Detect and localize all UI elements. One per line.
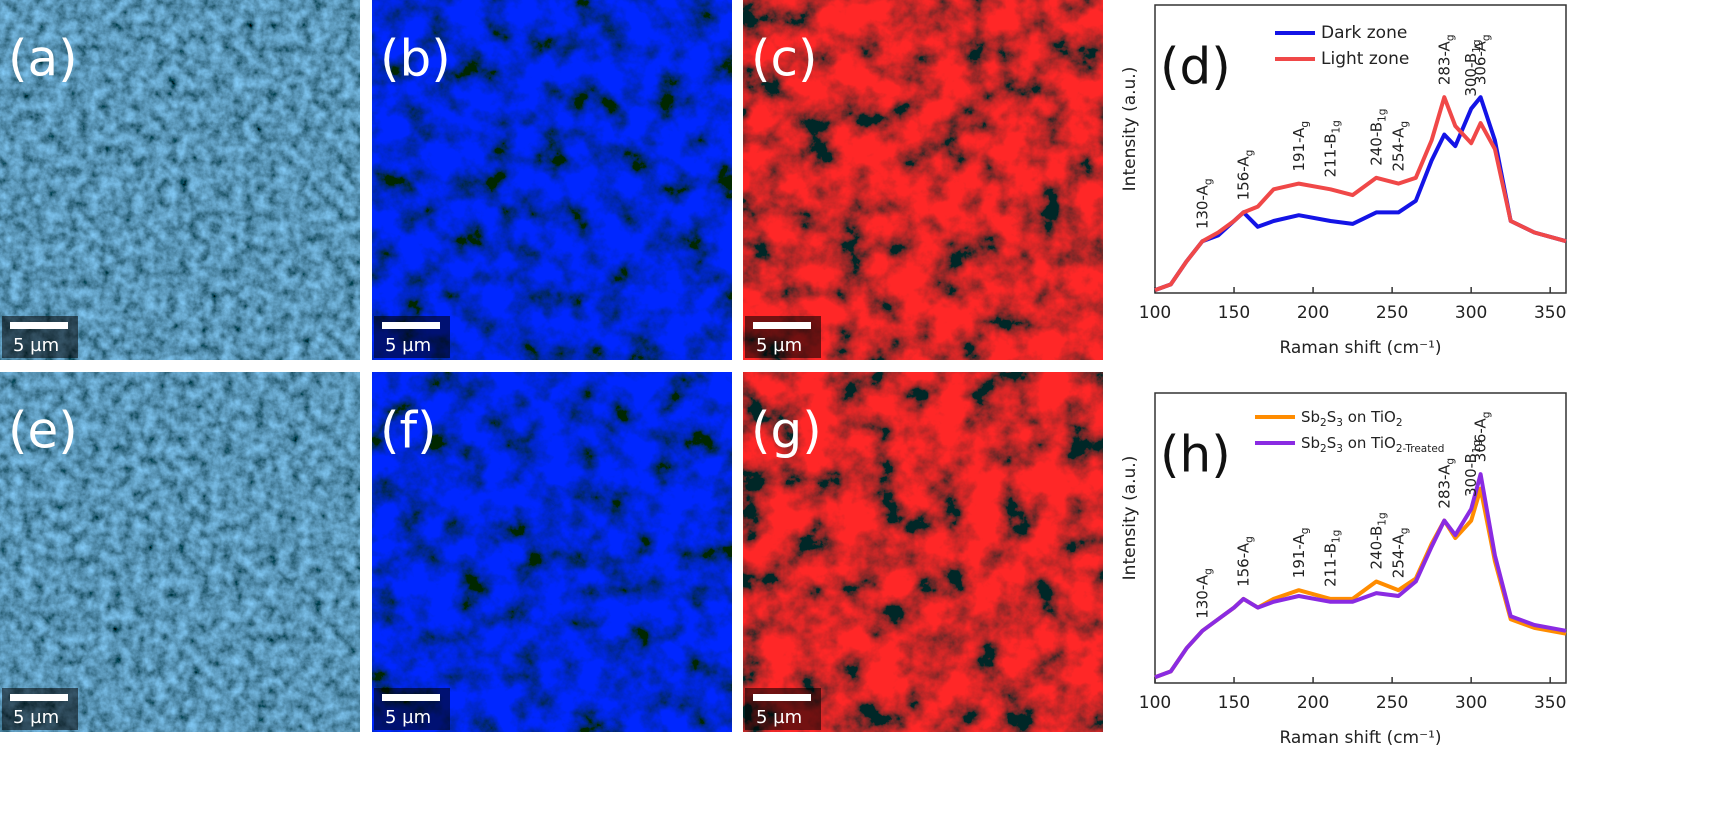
peak-annotation: 156-Ag xyxy=(1234,150,1256,201)
panel-label: (b) xyxy=(380,30,451,88)
x-axis-label: Raman shift (cm⁻¹) xyxy=(1279,728,1441,748)
peak-annotation: 191-Ag xyxy=(1289,528,1311,579)
map-image xyxy=(0,0,360,360)
plot-frame xyxy=(1154,392,1567,684)
peak-annotation: 283-Ag xyxy=(1435,35,1457,86)
panel-label: (c) xyxy=(751,30,818,88)
peak-annotation: 306-Ag xyxy=(1471,412,1493,463)
scale-bar xyxy=(753,322,811,329)
spectrum-line xyxy=(1154,472,1567,680)
panel-label: (a) xyxy=(8,30,78,88)
x-tick-label: 200 xyxy=(1297,303,1329,323)
scale-bar-label: 5 µm xyxy=(385,335,431,356)
legend-label: Dark zone xyxy=(1321,23,1407,43)
scale-bar-label: 5 µm xyxy=(385,707,431,728)
x-tick-label: 150 xyxy=(1218,303,1250,323)
map-image xyxy=(743,372,1103,732)
peak-annotation: 254-Ag xyxy=(1389,528,1411,579)
peak-annotation: 211-B1g xyxy=(1321,120,1343,177)
map-image xyxy=(372,0,732,360)
spectrum-line xyxy=(1154,486,1567,680)
map-image xyxy=(0,372,360,732)
peak-annotation: 130-Ag xyxy=(1193,179,1215,230)
peak-annotation: 130-Ag xyxy=(1193,568,1215,619)
y-axis-label: Intensity (a.u.) xyxy=(1120,67,1140,192)
x-axis-label: Raman shift (cm⁻¹) xyxy=(1279,338,1441,358)
x-tick-label: 100 xyxy=(1139,303,1171,323)
legend-label: Light zone xyxy=(1321,49,1409,69)
peak-annotation: 300-B1g xyxy=(1462,40,1484,97)
panel-label: (f) xyxy=(380,402,437,460)
scale-bar xyxy=(10,322,68,329)
x-tick-label: 300 xyxy=(1455,303,1487,323)
panel-label: (e) xyxy=(8,402,78,460)
panel-label: (d) xyxy=(1160,38,1231,96)
peak-annotation: 306-Ag xyxy=(1471,35,1493,86)
scale-bar xyxy=(382,322,440,329)
x-tick-label: 200 xyxy=(1297,693,1329,713)
scale-bar-label: 5 µm xyxy=(756,335,802,356)
x-tick-label: 350 xyxy=(1534,303,1566,323)
peak-annotation: 211-B1g xyxy=(1321,530,1343,587)
x-tick-label: 150 xyxy=(1218,693,1250,713)
scale-bar-label: 5 µm xyxy=(756,707,802,728)
y-axis-label: Intensity (a.u.) xyxy=(1120,456,1140,581)
peak-annotation: 254-Ag xyxy=(1389,121,1411,172)
plot-frame xyxy=(1154,4,1567,294)
peak-annotation: 283-Ag xyxy=(1435,458,1457,509)
map-image xyxy=(743,0,1103,360)
scale-bar xyxy=(753,694,811,701)
x-tick-label: 350 xyxy=(1534,693,1566,713)
spectrum-line xyxy=(1154,95,1567,292)
x-tick-label: 300 xyxy=(1455,693,1487,713)
scale-bar-label: 5 µm xyxy=(13,335,59,356)
legend-label: Sb2S3 on TiO2 xyxy=(1301,408,1403,430)
peak-annotation: 300-B1g xyxy=(1462,440,1484,497)
scale-bar-label: 5 µm xyxy=(13,707,59,728)
x-tick-label: 100 xyxy=(1139,693,1171,713)
panel-label: (h) xyxy=(1160,426,1231,484)
spectrum-line xyxy=(1154,95,1567,292)
x-tick-label: 250 xyxy=(1376,303,1408,323)
legend-label: Sb2S3 on TiO2-Treated xyxy=(1301,434,1444,456)
peak-annotation: 240-B1g xyxy=(1367,109,1389,166)
scale-bar xyxy=(382,694,440,701)
map-image xyxy=(372,372,732,732)
scale-bar xyxy=(10,694,68,701)
x-tick-label: 250 xyxy=(1376,693,1408,713)
peak-annotation: 191-Ag xyxy=(1289,121,1311,172)
panel-label: (g) xyxy=(751,402,822,460)
peak-annotation: 156-Ag xyxy=(1234,536,1256,587)
peak-annotation: 240-B1g xyxy=(1367,512,1389,569)
